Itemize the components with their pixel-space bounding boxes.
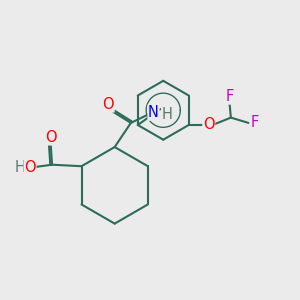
Text: H: H xyxy=(14,160,25,175)
Text: F: F xyxy=(225,89,233,104)
Text: O: O xyxy=(45,130,56,145)
Text: N: N xyxy=(148,105,159,120)
Text: O: O xyxy=(24,160,36,175)
Text: H: H xyxy=(162,107,173,122)
Text: F: F xyxy=(250,116,259,130)
Text: O: O xyxy=(102,97,114,112)
Text: O: O xyxy=(203,118,214,133)
